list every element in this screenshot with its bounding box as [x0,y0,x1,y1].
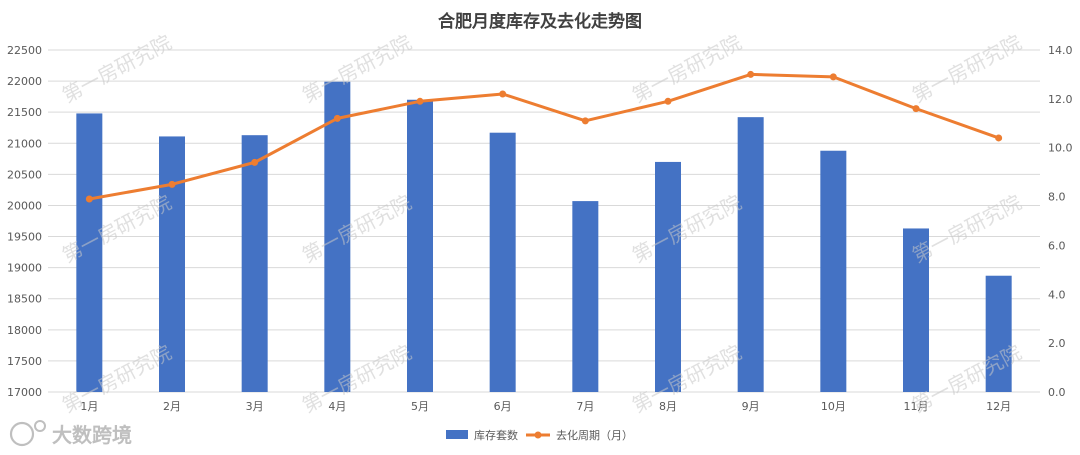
left-tick-label: 20000 [7,199,42,212]
x-tick-label: 2月 [163,400,181,413]
legend-swatch-point [534,431,542,439]
line-point [251,158,259,166]
line-point [912,105,920,113]
watermark-text: 第一房研究院 [58,340,175,418]
left-tick-label: 17000 [7,386,42,399]
x-tick-label: 6月 [494,400,512,413]
left-tick-label: 22500 [7,44,42,57]
grid-lines [48,49,1040,393]
brand-logo-icon-dot [34,420,46,432]
legend-label-bar: 库存套数 [474,428,518,442]
brand-logo: 大数跨境 [9,420,132,447]
legend-label-line: 去化周期（月） [556,428,633,442]
bar [820,150,847,392]
watermark-text: 第一房研究院 [628,340,745,418]
line-point [664,97,672,105]
left-tick-label: 17500 [7,355,42,368]
right-tick-label: 4.0 [1048,288,1066,301]
line-point [168,180,176,188]
x-tick-label: 7月 [576,400,594,413]
left-tick-label: 18500 [7,293,42,306]
x-tick-label: 3月 [246,400,264,413]
line-point [416,97,424,105]
x-tick-label: 10月 [821,400,846,413]
watermark-text: 第一房研究院 [298,340,415,418]
line-point [995,134,1003,142]
watermark-text: 第一房研究院 [298,30,415,108]
legend-swatch-bar [446,430,468,439]
chart-title: 合肥月度库存及去化走势图 [438,11,642,32]
watermark-text: 第一房研究院 [58,30,175,108]
x-tick-label: 9月 [742,400,760,413]
legend: 库存套数 去化周期（月） [446,428,633,442]
left-tick-label: 19500 [7,231,42,244]
x-tick-label: 5月 [411,400,429,413]
bar [159,136,185,392]
bar [655,161,681,392]
left-tick-label: 21000 [7,137,42,150]
bar [737,117,764,392]
right-tick-label: 12.0 [1048,93,1073,106]
right-axis-ticks: 0.0 2.0 4.0 6.0 8.0 10.0 12.0 14.0 [1048,44,1073,399]
bar [903,228,929,392]
line-point [499,90,507,98]
brand-logo-text: 大数跨境 [52,423,132,447]
line-point [829,73,837,81]
bar [241,135,268,392]
bar [76,113,103,393]
bar [985,275,1012,392]
watermark-text: 第一房研究院 [908,30,1025,108]
left-tick-label: 20500 [7,168,42,181]
line-point [747,70,755,78]
right-tick-label: 2.0 [1048,337,1066,350]
right-tick-label: 0.0 [1048,386,1066,399]
x-tick-label: 11月 [904,400,929,413]
right-tick-label: 6.0 [1048,239,1066,252]
left-tick-label: 22000 [7,75,42,88]
left-tick-label: 18000 [7,324,42,337]
x-axis-ticks: 1月 2月 3月 4月 5月 6月 7月 8月 9月 10月 11月 12月 [80,400,1011,413]
watermark-text: 第一房研究院 [628,190,745,268]
right-tick-label: 10.0 [1048,142,1073,155]
left-tick-label: 21500 [7,106,42,119]
left-tick-label: 19000 [7,262,42,275]
x-tick-label: 12月 [986,400,1011,413]
right-tick-label: 14.0 [1048,44,1073,57]
bar-series [76,81,1012,393]
watermark-text: 第一房研究院 [298,190,415,268]
x-tick-label: 4月 [328,400,346,413]
x-tick-label: 1月 [80,400,98,413]
brand-logo-icon [9,421,35,447]
line-series [85,70,1003,203]
watermark-text: 第一房研究院 [58,190,175,268]
bar [324,81,351,392]
line-point [581,117,589,125]
right-tick-label: 8.0 [1048,191,1066,204]
x-tick-label: 8月 [659,400,677,413]
line-path [89,72,1000,201]
bar [572,201,599,392]
bar [489,132,516,392]
line-point [333,114,341,122]
bar [407,99,433,392]
left-axis-ticks: 17000 17500 18000 18500 19000 19500 20000 20500… [7,44,42,399]
line-point [85,195,93,203]
